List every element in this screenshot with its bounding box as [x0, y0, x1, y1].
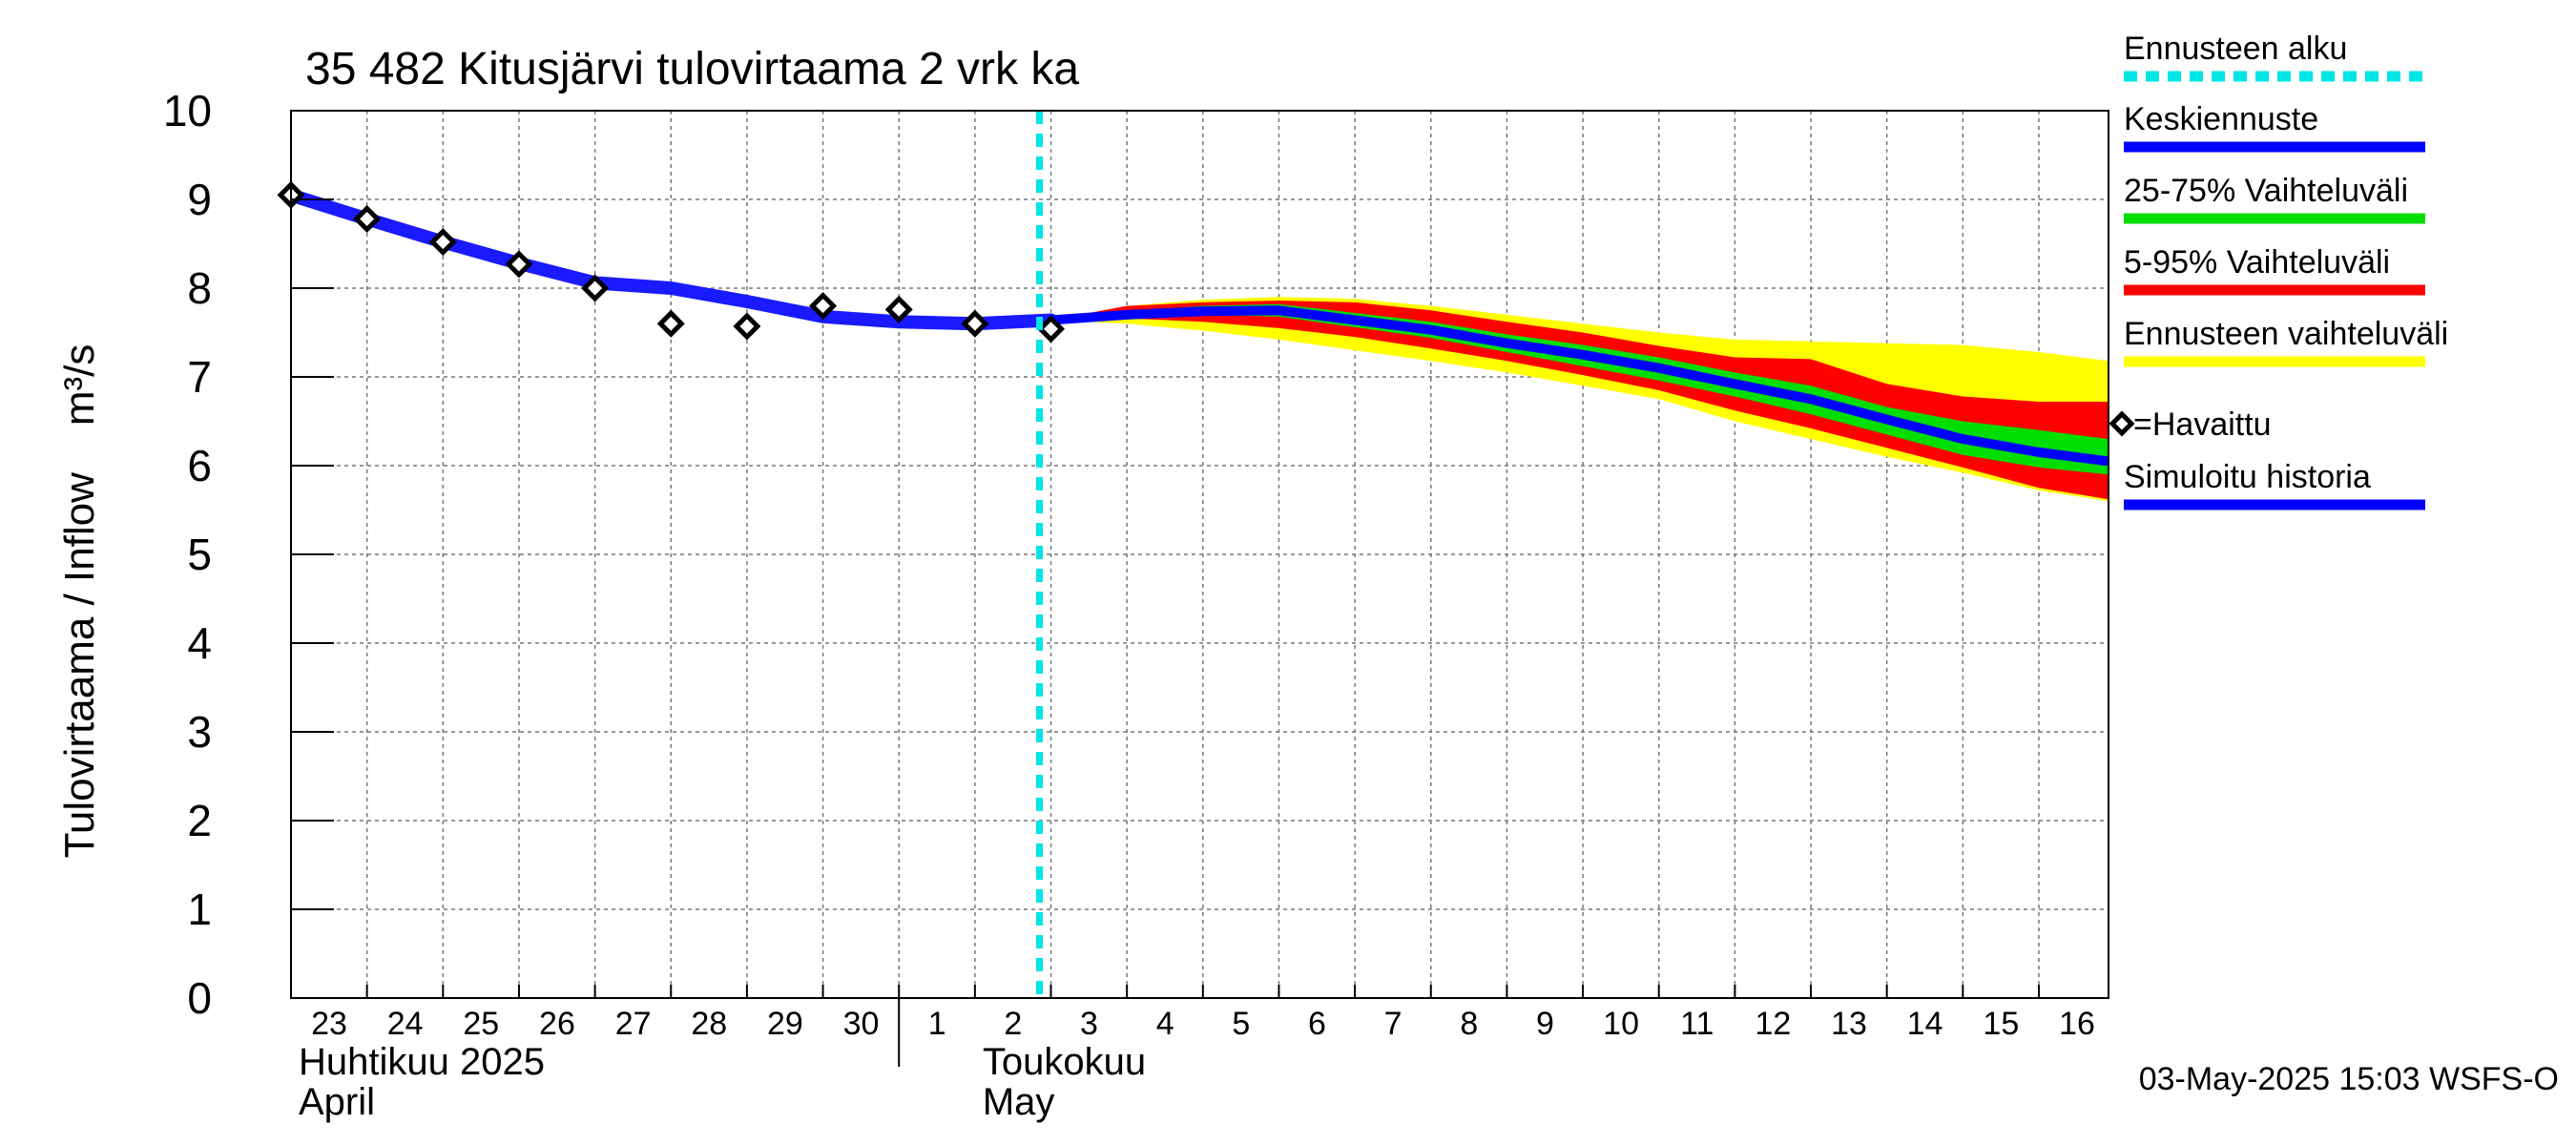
x-tick-label: 23: [311, 1006, 347, 1042]
observed-point: [353, 204, 382, 233]
month-label-line2: April: [299, 1081, 375, 1123]
legend-label: 5-95% Vaihteluväli: [2124, 244, 2390, 281]
series-lines: [284, 188, 2109, 467]
y-tick-label: 6: [187, 441, 212, 490]
x-tick-label: 25: [463, 1006, 499, 1042]
x-tick-label: 4: [1156, 1006, 1174, 1042]
observed-point: [505, 250, 533, 279]
legend-label: Ennusteen vaihteluväli: [2124, 316, 2448, 352]
x-tick-label: 11: [1680, 1006, 1714, 1042]
y-tick-label: 9: [187, 175, 212, 224]
band-full-range: [1050, 297, 2109, 502]
y-axis-label: Tulovirtaama / Inflow m³/s: [56, 344, 103, 859]
footer-timestamp: 03-May-2025 15:03 WSFS-O: [2139, 1061, 2559, 1097]
x-tick-label: 26: [539, 1006, 575, 1042]
observed-point: [428, 228, 457, 257]
legend: Ennusteen alku Keskiennuste 25-75% Vaihtel…: [2109, 31, 2448, 510]
observed-point: [809, 292, 838, 321]
x-tick-label: 24: [387, 1006, 424, 1042]
simulated-history-line: [284, 188, 1058, 331]
x-tick-label: 30: [843, 1006, 880, 1042]
median-forecast-line: [1050, 305, 2109, 467]
chart-title: 35 482 Kitusjärvi tulovirtaama 2 vrk ka: [305, 44, 1079, 94]
observed-point: [961, 309, 989, 338]
month-label-line1: Toukokuu: [983, 1041, 1146, 1083]
observed-point: [733, 312, 761, 341]
legend-label: Ennusteen alku: [2124, 31, 2347, 67]
x-tick-label: 16: [2059, 1006, 2095, 1042]
x-tick-label: 29: [767, 1006, 803, 1042]
x-tick-label: 9: [1536, 1006, 1554, 1042]
month-label-line1: Huhtikuu 2025: [299, 1041, 545, 1083]
observed-markers: [277, 180, 1066, 344]
y-tick-label: 8: [187, 263, 212, 313]
observed-point: [884, 295, 913, 323]
forecast-bands: [1050, 297, 2109, 502]
band-5-95: [1050, 301, 2109, 500]
y-tick-label: 7: [187, 352, 212, 402]
y-axis-ticks: 0 1 2 3 4 5 6 7 8 9 10: [163, 86, 334, 1023]
observed-point: [581, 274, 610, 302]
x-tick-label: 28: [691, 1006, 727, 1042]
x-tick-label: 7: [1384, 1006, 1402, 1042]
y-tick-label: 3: [187, 707, 212, 757]
observed-point: [656, 309, 685, 338]
x-tick-label: 2: [1004, 1006, 1022, 1042]
y-tick-label: 2: [187, 796, 212, 845]
observed-point: [1036, 315, 1066, 344]
x-tick-label: 14: [1907, 1006, 1943, 1042]
x-tick-label: 5: [1232, 1006, 1250, 1042]
y-tick-label: 5: [187, 530, 212, 579]
legend-label: Keskiennuste: [2124, 101, 2318, 137]
legend-label: Simuloitu historia: [2124, 459, 2371, 495]
x-tick-label: 1: [928, 1006, 946, 1042]
x-axis-ticks: 23 24 25 26 27 28 29 30 1 2 3 4 5 6 7 8 9 10 11 12 13 14 15 16: [290, 985, 2095, 1067]
y-tick-label: 4: [187, 618, 212, 668]
legend-marker-observed: [2109, 410, 2135, 437]
y-tick-label: 10: [163, 86, 212, 135]
x-tick-label: 10: [1603, 1006, 1639, 1042]
x-tick-label: 13: [1831, 1006, 1867, 1042]
month-label-line2: May: [983, 1081, 1055, 1123]
x-tick-label: 27: [615, 1006, 652, 1042]
legend-label: =Havaittu: [2133, 406, 2272, 443]
x-tick-label: 8: [1460, 1006, 1478, 1042]
y-tick-label: 0: [187, 973, 212, 1023]
x-tick-label: 6: [1308, 1006, 1326, 1042]
y-tick-label: 1: [187, 885, 212, 934]
x-tick-label: 15: [1983, 1006, 2019, 1042]
band-25-75: [1050, 303, 2109, 475]
x-tick-label: 12: [1755, 1006, 1791, 1042]
x-tick-label: 3: [1080, 1006, 1098, 1042]
legend-label: 25-75% Vaihteluväli: [2124, 173, 2408, 209]
